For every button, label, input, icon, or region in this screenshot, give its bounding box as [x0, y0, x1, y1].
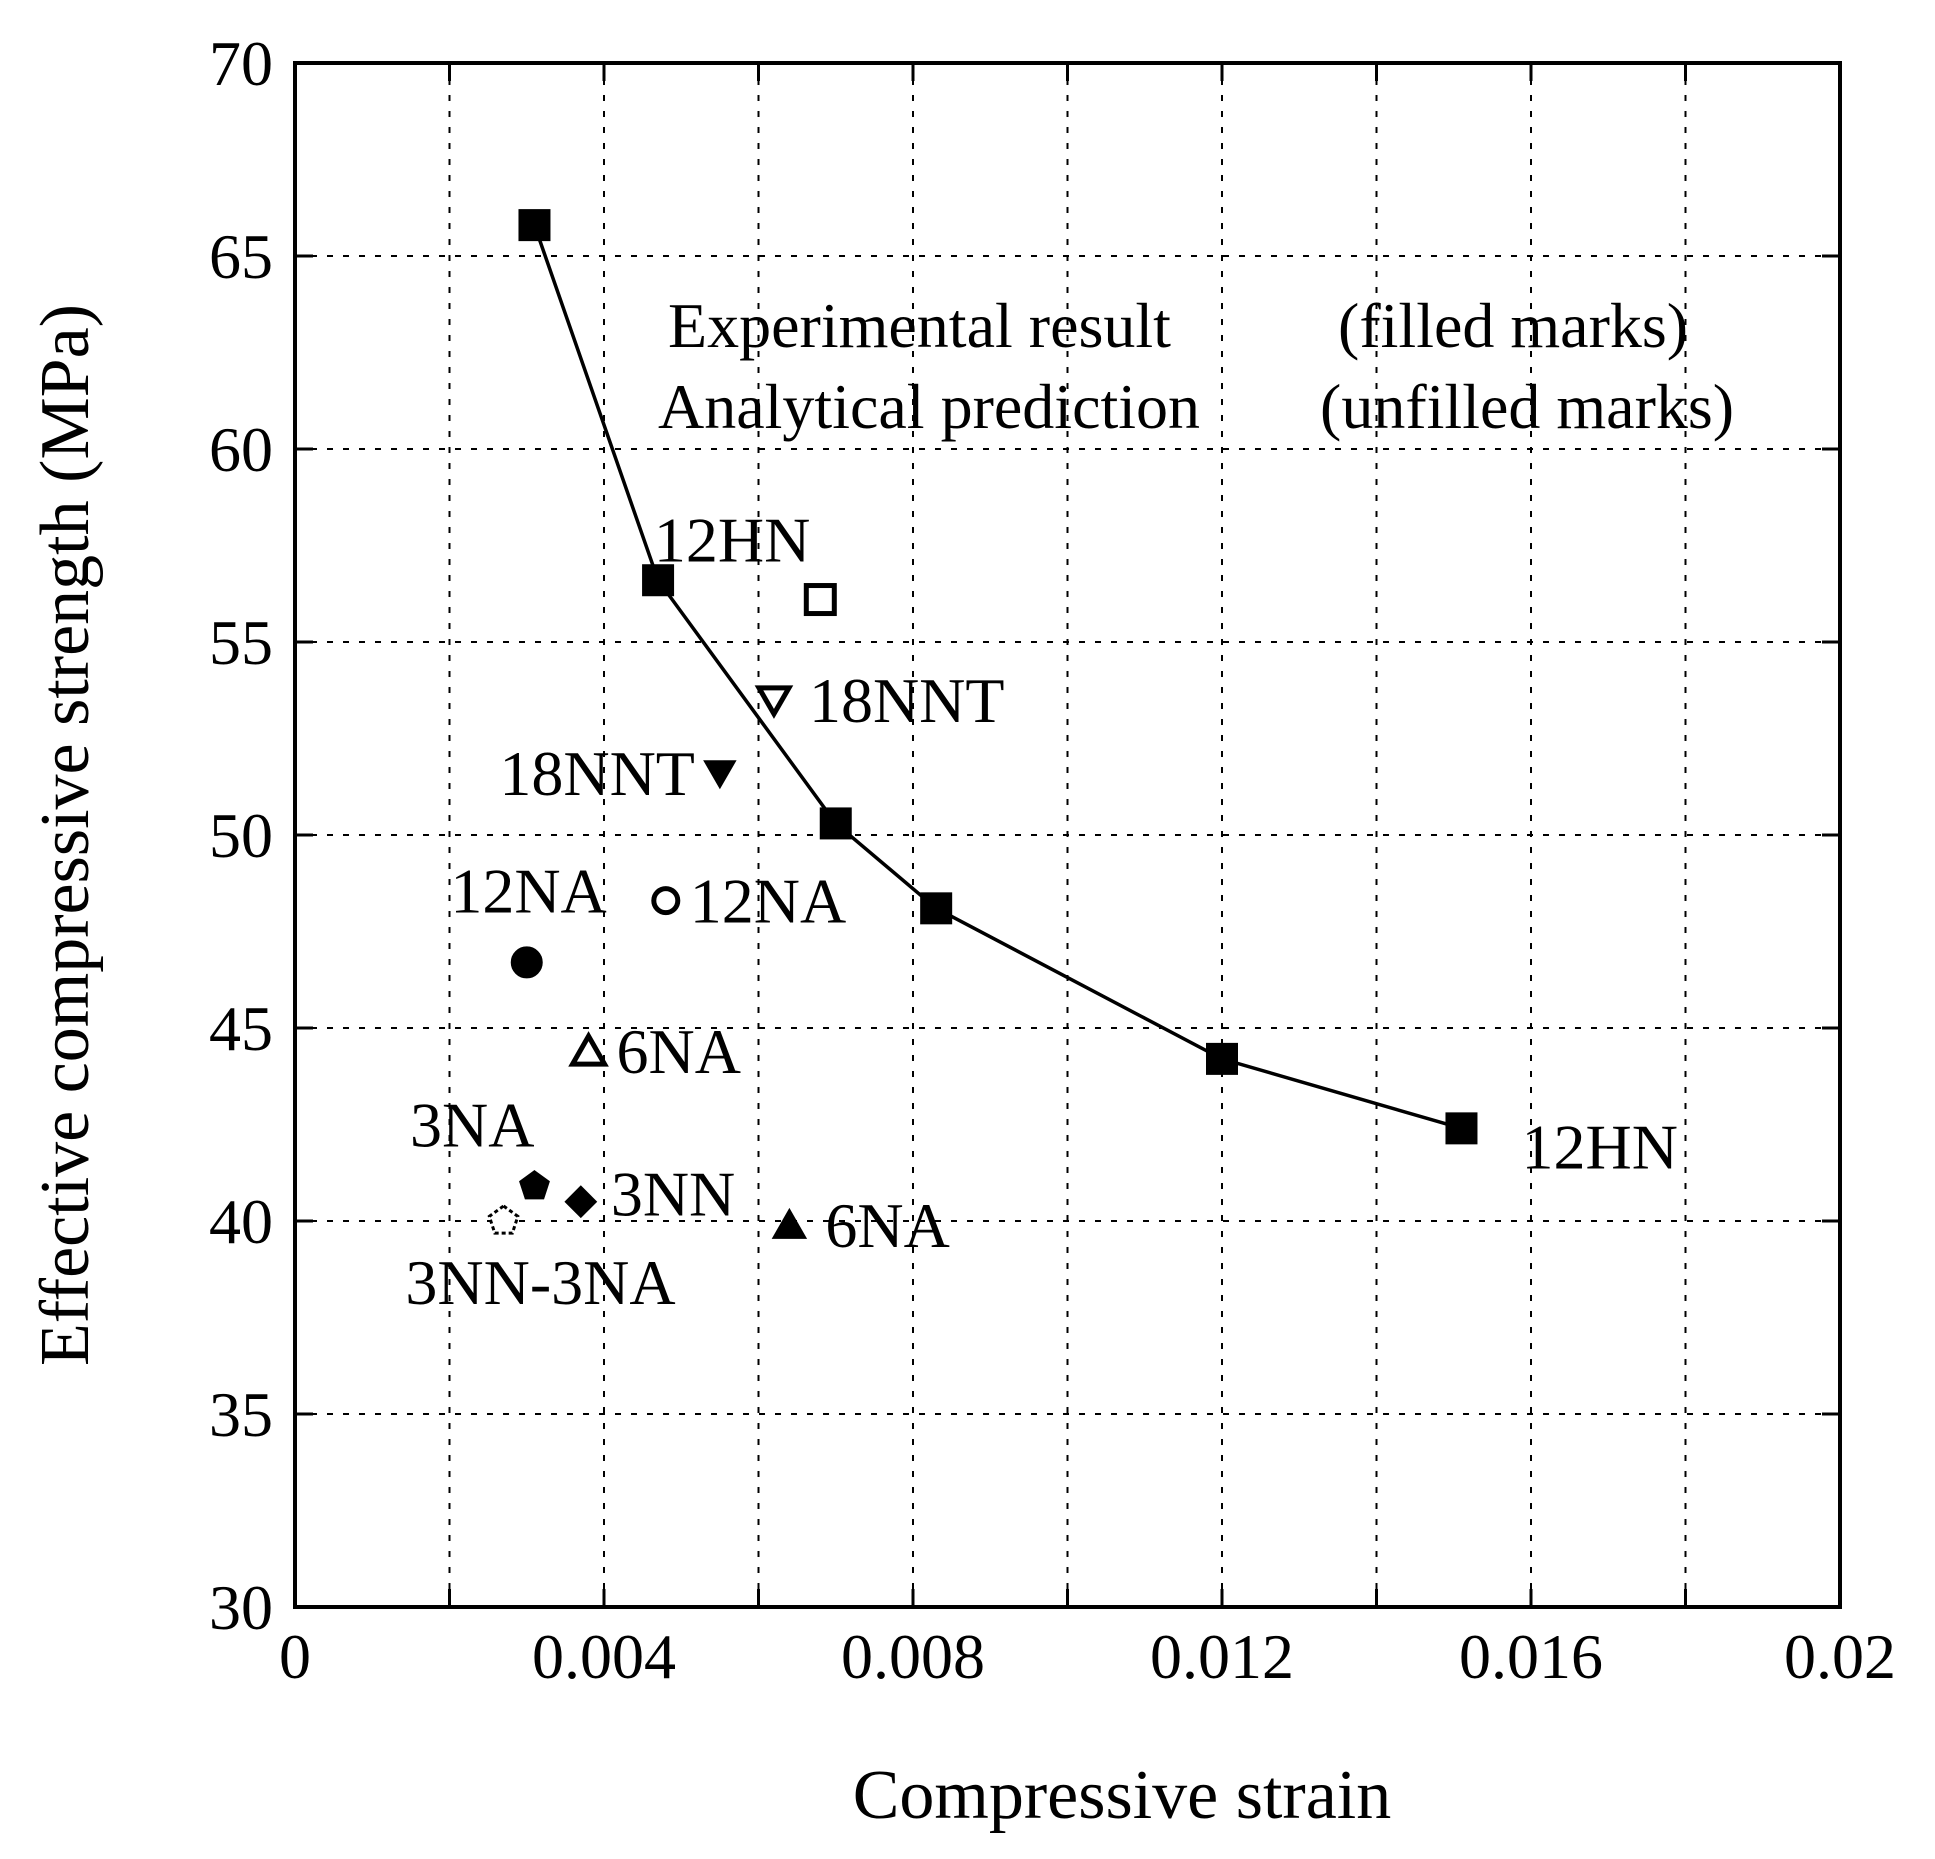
y-tick-label: 65 [209, 221, 273, 292]
x-tick-label: 0.02 [1784, 1621, 1896, 1692]
point-label: 3NA [410, 1089, 534, 1160]
x-tick-label: 0.004 [532, 1621, 676, 1692]
data-point [519, 1170, 550, 1200]
legend: Experimental result (filled marks) Analy… [658, 290, 1734, 442]
legend-analytical-note: (unfilled marks) [1320, 371, 1734, 442]
y-tick-label: 45 [209, 993, 273, 1064]
data-point [771, 1207, 808, 1239]
y-tick-label: 55 [209, 607, 273, 678]
point-label: 18NNT [499, 738, 695, 809]
point-label: 6NA [825, 1190, 949, 1261]
y-tick-label: 60 [209, 414, 273, 485]
data-point [564, 1185, 598, 1219]
legend-experimental-note: (filled marks) [1338, 290, 1688, 361]
point-labels: 12HN 12HN 18NNT 18NNT 12NA 12NA 6NA 6NA 3NA 3NN 3N… [405, 505, 1678, 1318]
y-tick-label: 30 [209, 1572, 273, 1643]
data-point [819, 807, 852, 840]
point-label: 12NA [690, 866, 846, 937]
x-tick-label: 0 [279, 1621, 311, 1692]
data-point [920, 892, 953, 925]
series-line [532, 224, 1462, 1131]
point-label: 12NA [450, 855, 606, 926]
y-tick-label: 35 [209, 1379, 273, 1450]
y-tick-label: 40 [209, 1186, 273, 1257]
data-point [642, 564, 675, 597]
point-label: 12HN [654, 505, 810, 576]
point-label: 18NNT [809, 665, 1005, 736]
x-tick-label: 0.012 [1150, 1621, 1294, 1692]
data-point [568, 1031, 609, 1067]
data-series [487, 209, 1478, 1239]
data-point [1206, 1042, 1238, 1075]
point-label: 3NN [611, 1159, 735, 1230]
y-tick-label: 50 [209, 800, 273, 871]
data-point [651, 886, 681, 916]
x-tick-label: 0.016 [1459, 1621, 1603, 1692]
data-point [754, 685, 794, 719]
data-point [518, 209, 551, 242]
point-label: 12HN [1521, 1111, 1677, 1182]
data-point [487, 1204, 520, 1235]
y-axis-title: Effective compressive strength (MPa) [27, 304, 104, 1366]
x-axis-title: Compressive strain [853, 1757, 1392, 1834]
point-label: 3NN-3NA [405, 1247, 675, 1318]
y-tick-labels: 30 35 40 45 50 55 60 65 70 [209, 28, 273, 1643]
x-tick-labels: 0 0.004 0.008 0.012 0.016 0.02 [279, 1621, 1896, 1692]
data-point [1445, 1112, 1478, 1145]
point-label: 6NA [617, 1016, 741, 1087]
x-tick-label: 0.008 [841, 1621, 985, 1692]
legend-analytical-label: Analytical prediction [658, 371, 1200, 442]
grid-lines [295, 63, 1840, 1607]
data-point [510, 946, 543, 979]
data-point [703, 760, 737, 790]
data-point [803, 583, 837, 617]
legend-experimental-label: Experimental result [668, 290, 1171, 361]
axis-ticks [295, 63, 1840, 1607]
y-tick-label: 70 [209, 28, 273, 99]
